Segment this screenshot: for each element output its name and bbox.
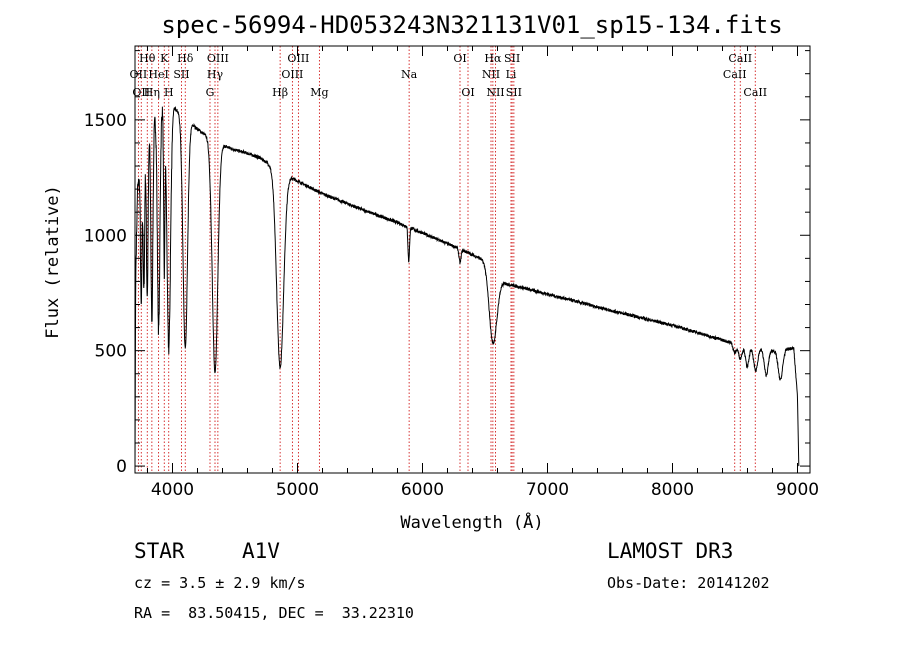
line-marker-label: OII <box>132 86 150 99</box>
object-type: STAR <box>134 539 185 563</box>
y-axis-label: Flux (relative) <box>43 185 63 339</box>
line-marker-label: OIII <box>207 52 229 65</box>
line-marker-label: H <box>164 86 174 99</box>
y-axis-ticks: 0 500 1000 1500 <box>84 50 810 477</box>
line-marker-label: Hα <box>484 52 502 65</box>
x-tick-label: 5000 <box>276 480 319 500</box>
chart-title: spec-56994-HD053243N321131V01_sp15-134.f… <box>161 11 782 39</box>
line-markers <box>137 46 756 473</box>
x-tick-label: 9000 <box>776 480 819 500</box>
line-marker-label: HeI <box>148 68 168 81</box>
survey-name: LAMOST DR3 <box>607 539 734 563</box>
x-axis-ticks: 4000 5000 6000 7000 8000 9000 <box>147 46 819 500</box>
x-tick-label: 7000 <box>526 480 569 500</box>
y-tick-label: 0 <box>116 457 127 477</box>
x-axis-label: Wavelength (Å) <box>400 511 543 533</box>
y-tick-label: 1500 <box>84 111 127 131</box>
x-tick-label: 8000 <box>651 480 694 500</box>
line-marker-label: OI <box>461 86 474 99</box>
line-marker-label: NII <box>486 86 504 99</box>
x-tick-label: 4000 <box>151 480 194 500</box>
line-marker-label: CaII <box>723 68 747 81</box>
plot-frame <box>134 45 811 474</box>
line-marker-label: OII <box>130 68 148 81</box>
line-marker-labels: OII OII Hθ Hη HeI K H SII Hδ G Hγ OIII Hβ OIII OIII Mg N… <box>130 52 768 99</box>
line-marker-label: Hθ <box>139 52 156 65</box>
line-marker-label: CaII <box>743 86 767 99</box>
line-marker-label: Hγ <box>207 68 224 81</box>
line-marker-label: G <box>206 86 215 99</box>
line-marker-label: Hη <box>144 86 160 99</box>
spectral-subclass: A1V <box>242 539 280 563</box>
line-marker-label: Li <box>506 68 517 81</box>
line-marker-label: Na <box>401 68 418 81</box>
line-marker-label: Hβ <box>272 86 288 99</box>
line-marker-label: OI <box>453 52 466 65</box>
line-marker-label: SII <box>506 86 522 99</box>
y-tick-label: 500 <box>95 342 127 362</box>
line-marker-label: SII <box>173 68 189 81</box>
line-marker-label: Mg <box>310 86 328 99</box>
line-marker-label: OIII <box>287 52 309 65</box>
observation-date: Obs-Date: 20141202 <box>607 574 770 592</box>
line-marker-label: CaII <box>728 52 752 65</box>
coordinates-readout: RA = 83.50415, DEC = 33.22310 <box>134 604 414 622</box>
y-tick-label: 1000 <box>84 226 127 246</box>
line-marker-label: K <box>160 52 169 65</box>
line-marker-label: NII <box>482 68 500 81</box>
line-marker-label: SII <box>504 52 520 65</box>
line-marker-label: Hδ <box>177 52 194 65</box>
velocity-readout: cz = 3.5 ± 2.9 km/s <box>134 574 306 592</box>
spectrum-line <box>134 105 800 467</box>
line-marker-label: OIII <box>281 68 303 81</box>
x-tick-label: 6000 <box>401 480 444 500</box>
